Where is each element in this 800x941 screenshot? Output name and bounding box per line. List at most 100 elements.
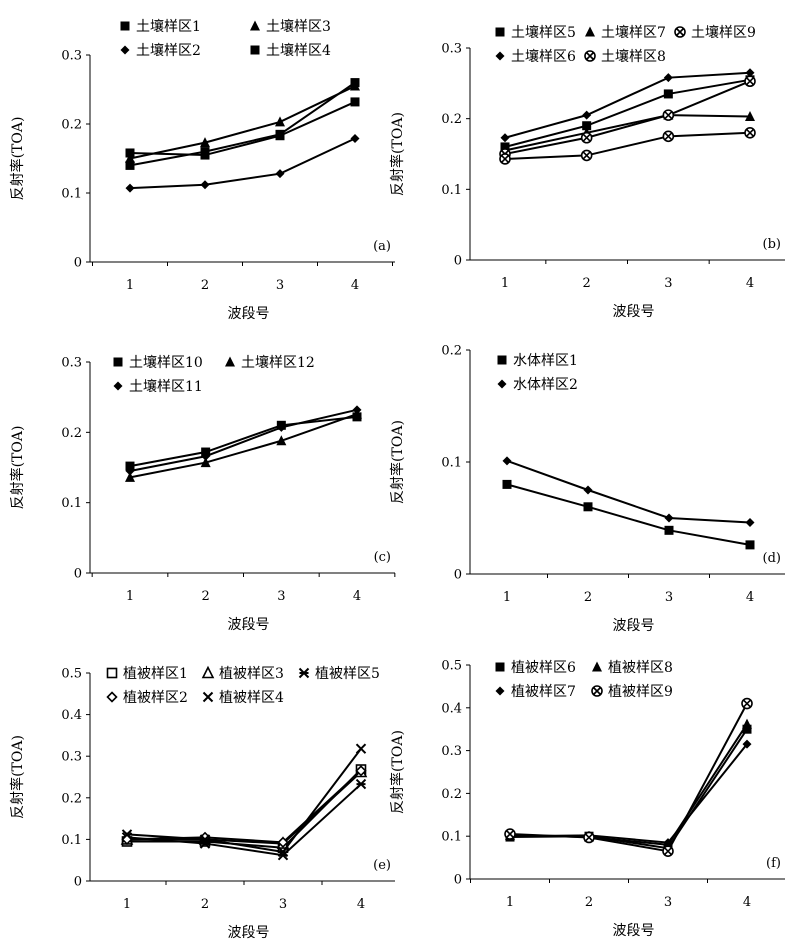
series-line [126,770,362,844]
y-tick-label: 0.2 [441,112,462,127]
x-tick-label: 4 [746,276,754,291]
series-line [129,101,356,157]
series-2 [502,456,755,527]
x-tick-label: 3 [279,897,287,912]
legend-label: 植被样区9 [608,684,673,700]
legend: 植被样区1 植被样区3 植被样区5 植被样区2 植被样区4 [106,665,380,706]
legend: 植被样区6 植被样区8 植被样区7 植被样区9 [495,660,673,700]
x-tick-label: 4 [351,278,359,293]
x-tick-label: 3 [665,590,673,605]
data-point [744,127,756,139]
legend-marker [497,355,507,365]
data-point [350,80,360,91]
legend-label: 水体样区1 [513,353,578,369]
legend-label: 土壤样区2 [136,42,201,59]
panel-label: (f) [766,856,781,871]
x-tick-label: 1 [126,278,134,293]
x-tick-label: 2 [202,589,210,604]
data-point [580,149,593,162]
y-tick-label: 0 [454,254,462,269]
legend-label: 土壤样区10 [129,354,203,371]
legend-marker [592,661,602,672]
data-point [355,743,367,754]
series-line [504,71,751,139]
x-tick-label: 1 [126,589,134,604]
data-point [125,160,135,170]
legend-marker [225,356,235,367]
legend-label: 植被样区3 [219,666,284,682]
data-point [125,461,135,471]
legend: 土壤样区1 土壤样区3 土壤样区2 土壤样区4 [120,18,331,59]
series-4 [504,697,753,857]
legend-label: 土壤样区6 [511,48,576,65]
legend-marker [113,381,123,391]
series-1 [502,479,755,550]
x-tick-label: 2 [585,895,593,910]
legend-marker [250,45,260,55]
legend-marker [497,379,507,389]
legend-label: 土壤样区11 [129,378,203,395]
legend-label: 土壤样区9 [691,24,756,41]
data-point [582,110,592,120]
legend-marker [495,27,505,37]
x-tick-label: 4 [357,897,365,912]
data-point [502,456,512,466]
data-point [662,109,675,121]
legend-marker [106,691,118,703]
series-line [504,78,751,148]
data-point [504,828,516,840]
data-point [277,846,289,858]
legend-marker [584,50,596,62]
x-axis-label: 波段号 [613,304,655,320]
series-line [509,703,748,853]
legend: 水体样区1 水体样区2 [497,353,578,393]
legend-label: 土壤样区5 [511,24,576,41]
y-tick-label: 0.5 [61,667,82,682]
data-point [200,180,210,190]
data-point [744,75,756,88]
data-point [125,471,135,482]
data-point [499,153,511,165]
data-point [582,121,592,131]
series-3 [125,405,362,476]
series-3 [505,739,752,848]
y-axis-label: 反射率(TOA) [9,735,26,819]
x-axis-label: 波段号 [228,617,270,633]
x-tick-label: 1 [123,897,131,912]
data-point [275,116,285,127]
data-point [664,513,674,523]
series-line [126,748,362,853]
legend-marker [250,20,260,31]
y-tick-label: 0.1 [61,496,82,511]
data-point [745,540,755,550]
series-line [129,413,358,479]
x-axis-label: 波段号 [613,923,655,939]
panel-label: (b) [763,237,781,252]
data-point [355,778,367,790]
y-tick-label: 0.1 [441,830,462,845]
data-point [745,68,755,78]
data-point [662,845,674,857]
legend-marker [591,685,603,697]
legend-marker [120,21,130,31]
legend-label: 土壤样区7 [601,24,666,41]
y-axis-label: 反射率(TOA) [389,112,406,196]
legend: 土壤样区10 土壤样区12 土壤样区11 [113,354,315,395]
data-point [502,479,512,489]
y-tick-label: 0.3 [61,49,82,64]
data-point [125,183,135,193]
x-axis-label: 波段号 [228,925,270,941]
series-line [504,131,751,160]
y-tick-label: 0 [74,567,82,582]
panel-label: (c) [374,550,391,565]
y-tick-label: 0.1 [61,187,82,202]
y-axis-label: 反射率(TOA) [389,420,406,504]
series-line [509,743,748,844]
x-tick-label: 2 [583,276,591,291]
y-tick-label: 0.2 [61,791,82,806]
data-point [200,137,210,148]
